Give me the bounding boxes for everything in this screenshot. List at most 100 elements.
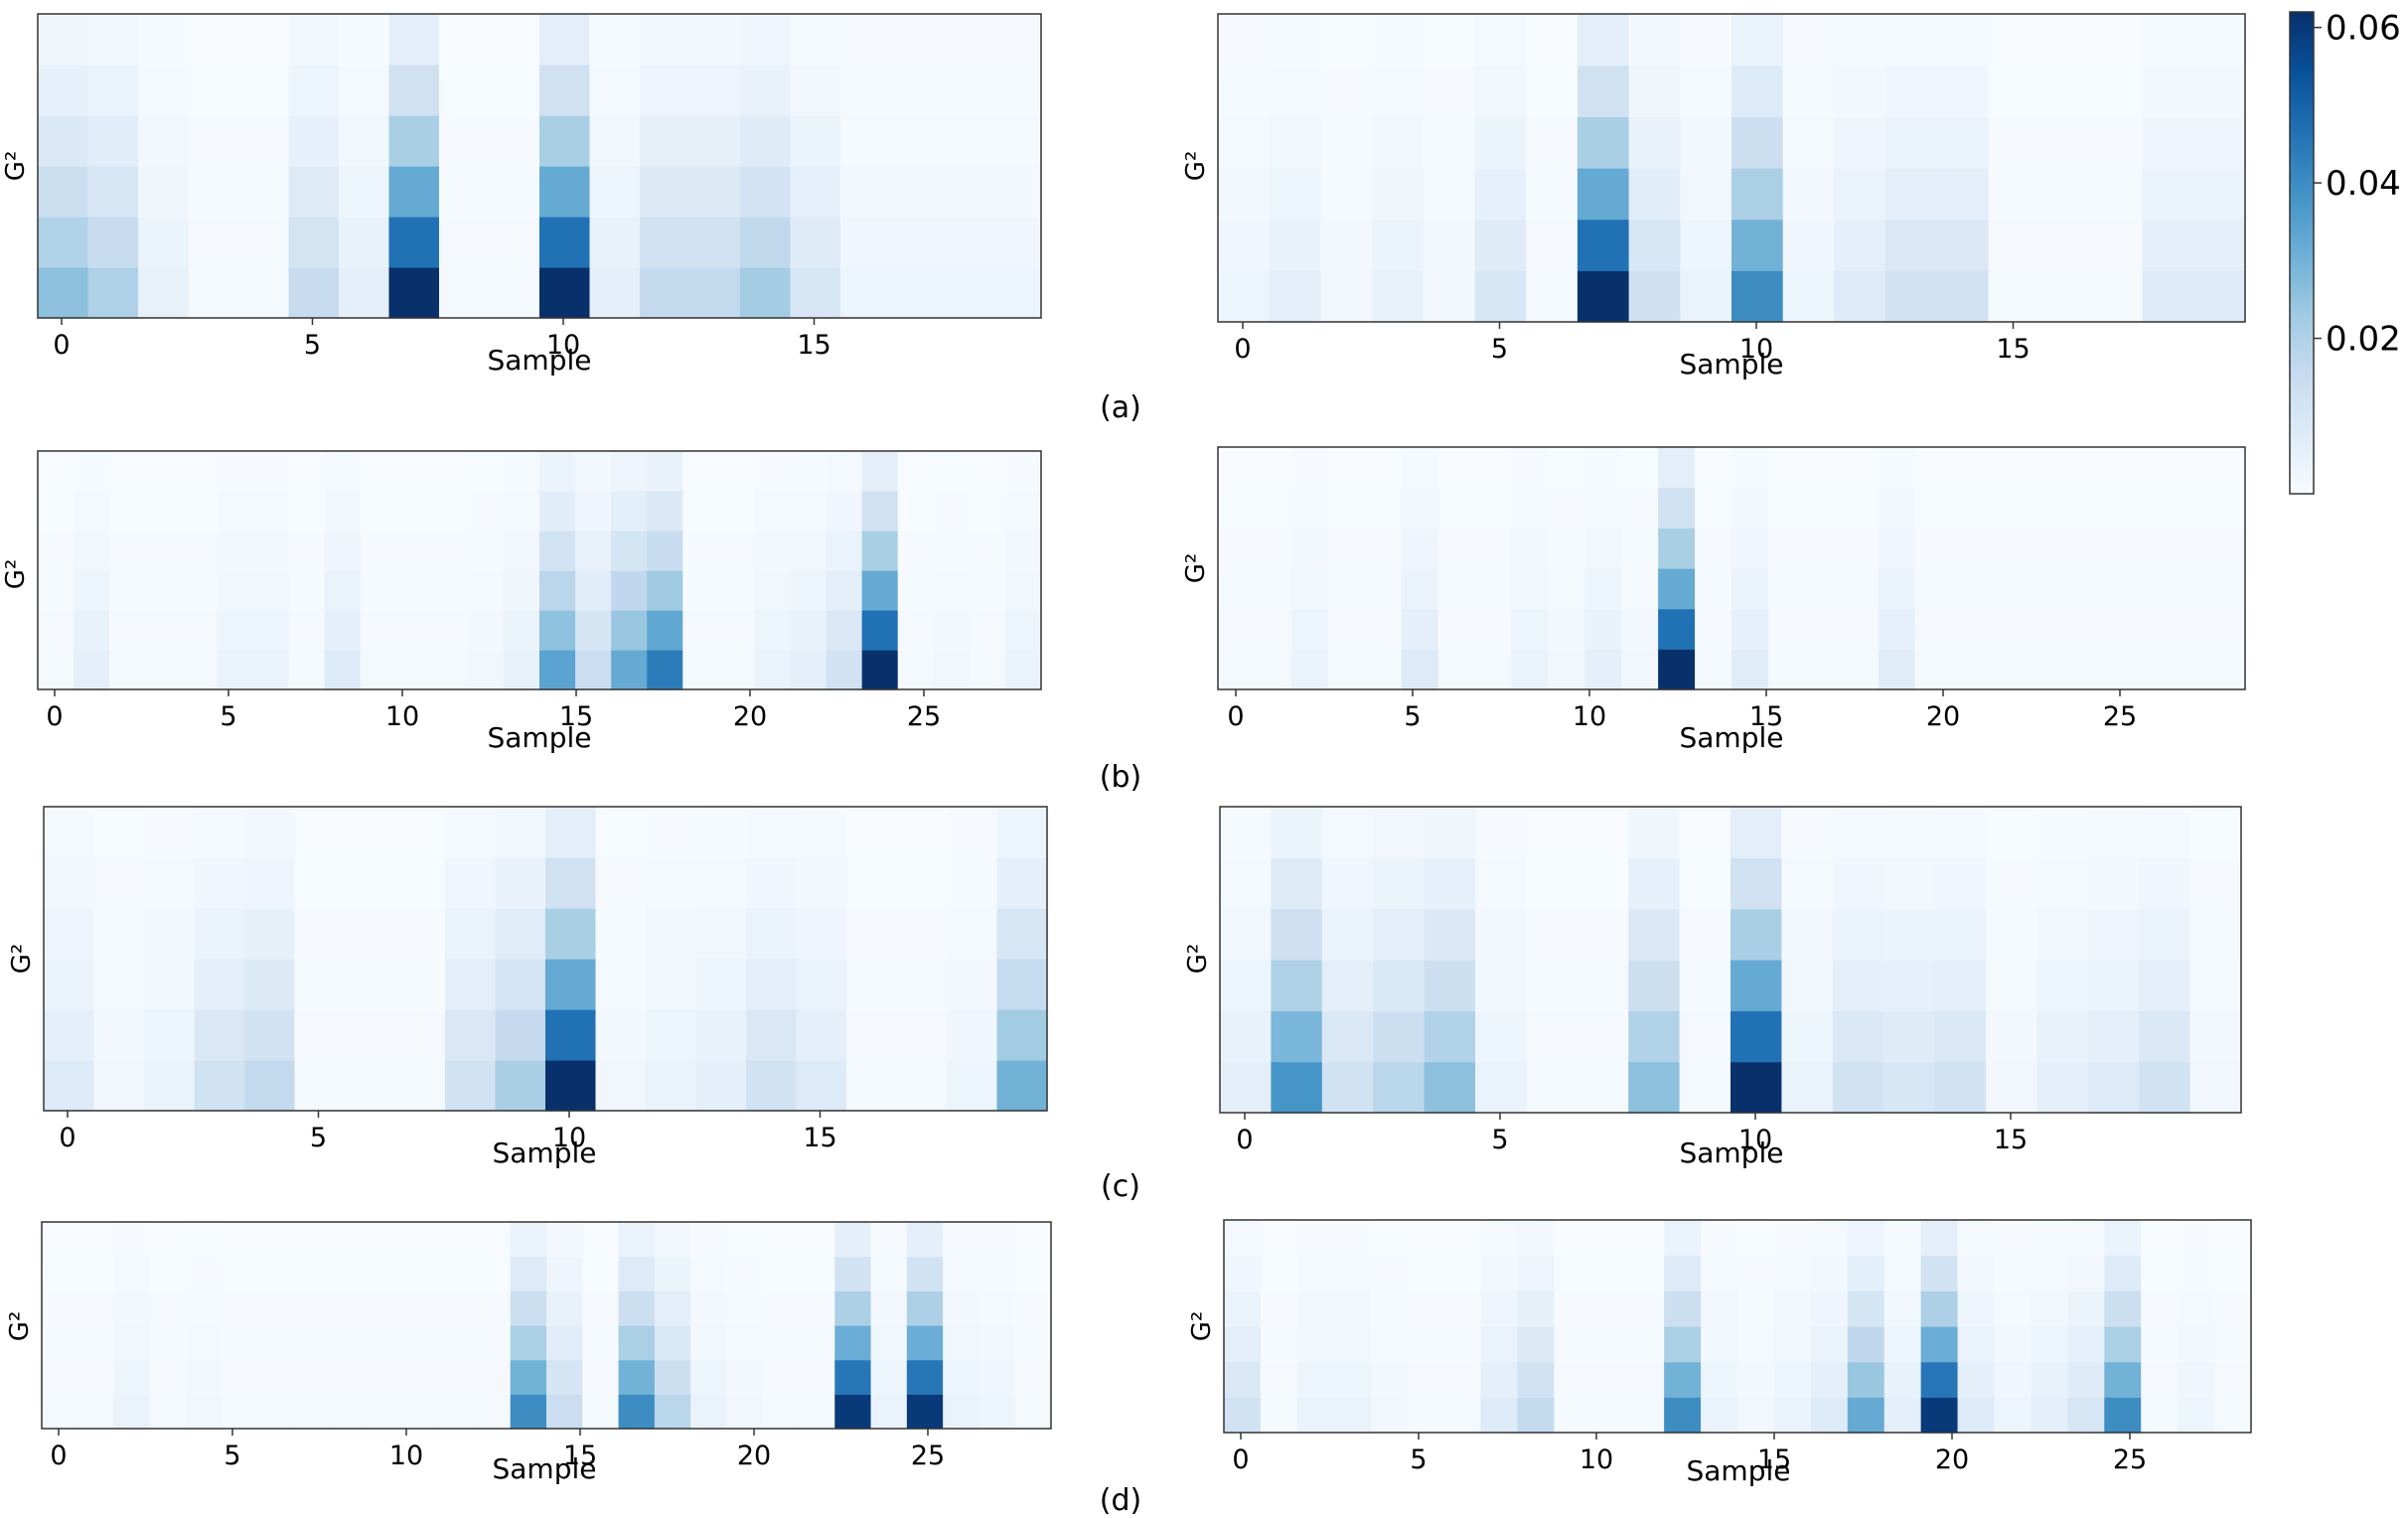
heatmap-cell [640, 166, 691, 218]
heatmap-cell [1914, 568, 1953, 610]
heatmap-cell [181, 610, 218, 651]
heatmap-cell [1934, 1010, 1987, 1063]
heatmap-cell [1781, 1061, 1834, 1114]
heatmap-cell [1841, 608, 1880, 650]
heatmap-cell [1526, 168, 1579, 221]
heatmap-cell [288, 610, 326, 651]
heatmap-cell [1577, 219, 1630, 271]
heatmap-cell [188, 217, 239, 268]
x-tick-label: 20 [1935, 1444, 1969, 1475]
heatmap-cell [1443, 1290, 1482, 1327]
heatmap-cell [654, 1394, 691, 1430]
heatmap-cell [870, 1325, 908, 1361]
heatmap-cell [1782, 168, 1835, 221]
heatmap-cell [790, 217, 841, 268]
heatmap-cell [1847, 1326, 1885, 1363]
y-axis-label: G² [1183, 944, 1213, 975]
heatmap-cell [2061, 568, 2099, 610]
heatmap-cell [2189, 908, 2242, 961]
heatmap-cell [762, 1394, 800, 1430]
heatmap-cell [188, 65, 239, 116]
heatmap-cell [345, 1009, 396, 1061]
heatmap-cell [595, 908, 647, 960]
heatmap-cell [1423, 219, 1476, 271]
heatmap-cell [1810, 1255, 1849, 1291]
heatmap-cell [1767, 649, 1806, 690]
heatmap-cell [1218, 270, 1271, 323]
heatmap-cell [2036, 857, 2089, 910]
x-tick-label: 15 [563, 1441, 597, 1471]
heatmap-cell [595, 1009, 647, 1061]
heatmap-cell [1517, 1397, 1555, 1434]
heatmap-frame [43, 806, 1048, 1112]
heatmap-cell [969, 491, 1006, 531]
heatmap-cell [244, 807, 296, 858]
heatmap-cell [996, 1009, 1048, 1061]
heatmap-cell [539, 491, 576, 531]
heatmap-cell [1526, 65, 1579, 117]
heatmap-cell [1731, 608, 1769, 650]
heatmap-cell [1296, 1326, 1335, 1363]
heatmap-cell [431, 491, 469, 531]
heatmap-cell [695, 807, 747, 858]
heatmap-cell [38, 166, 89, 218]
heatmap-cell [1271, 1061, 1323, 1114]
heatmap-cell [539, 531, 576, 571]
heatmap-cell [1731, 649, 1769, 690]
heatmap-cell [439, 14, 491, 66]
heatmap-cell [1004, 570, 1042, 611]
heatmap-cell [726, 1394, 764, 1430]
heatmap-cell [1988, 608, 2027, 650]
heatmap-cell [2139, 807, 2191, 858]
heatmap-cell [330, 1290, 368, 1326]
heatmap-cell [445, 908, 497, 960]
heatmap-c-right: 0 5 10 15 Sample G² [1183, 806, 2242, 1169]
heatmap-cell [1474, 608, 1513, 650]
heatmap-cell [1320, 65, 1373, 117]
heatmap-cell [1782, 65, 1835, 117]
heatmap-cell [489, 217, 540, 268]
heatmap-cell [943, 1290, 980, 1326]
heatmap-cell [1407, 1255, 1445, 1291]
heatmap-cell [394, 807, 446, 858]
heatmap-cell [990, 217, 1042, 268]
heatmap-cell [1832, 960, 1884, 1011]
heatmap-cell [149, 1290, 187, 1326]
heatmap-cell [2142, 14, 2194, 67]
heatmap-cell [1832, 1010, 1884, 1063]
heatmap-cell [1773, 1220, 1812, 1257]
heatmap-cell [1584, 487, 1622, 529]
heatmap-cell [1260, 1326, 1298, 1363]
heatmap-cell [74, 531, 110, 571]
heatmap-cell [1679, 908, 1731, 961]
heatmap-cell [1320, 116, 1373, 169]
heatmap-cell [943, 1325, 980, 1361]
heatmap-cell [1474, 528, 1513, 569]
heatmap-cell [1014, 1359, 1052, 1395]
heatmap-cell [1957, 1326, 1996, 1363]
heatmap-cell [689, 115, 741, 167]
heatmap-cell [1628, 1010, 1681, 1063]
heatmap-cell [2104, 1361, 2142, 1398]
heatmap-cell [1443, 1397, 1482, 1434]
heatmap-cell [1701, 1220, 1738, 1257]
heatmap-cell [1548, 568, 1585, 610]
heatmap-cell [1333, 1397, 1372, 1434]
heatmap-cell [790, 14, 841, 66]
heatmap-cell [194, 908, 245, 960]
heatmap-cell [1517, 1255, 1555, 1291]
heatmap-cell [467, 650, 505, 690]
heatmap-cell [539, 451, 576, 492]
heatmap-cell [539, 14, 591, 66]
heatmap-cell [144, 908, 196, 960]
heatmap-cell [1680, 116, 1732, 169]
heatmap-cell [1004, 451, 1042, 492]
heatmap-cell [941, 217, 992, 268]
heatmap-cell [589, 115, 641, 167]
heatmap-cell [1474, 168, 1527, 221]
heatmap-cell [38, 115, 89, 167]
heatmap-cell [1628, 65, 1681, 117]
heatmap-cell [996, 1060, 1048, 1112]
heatmap-cell [44, 908, 95, 960]
heatmap-cell [439, 267, 491, 319]
